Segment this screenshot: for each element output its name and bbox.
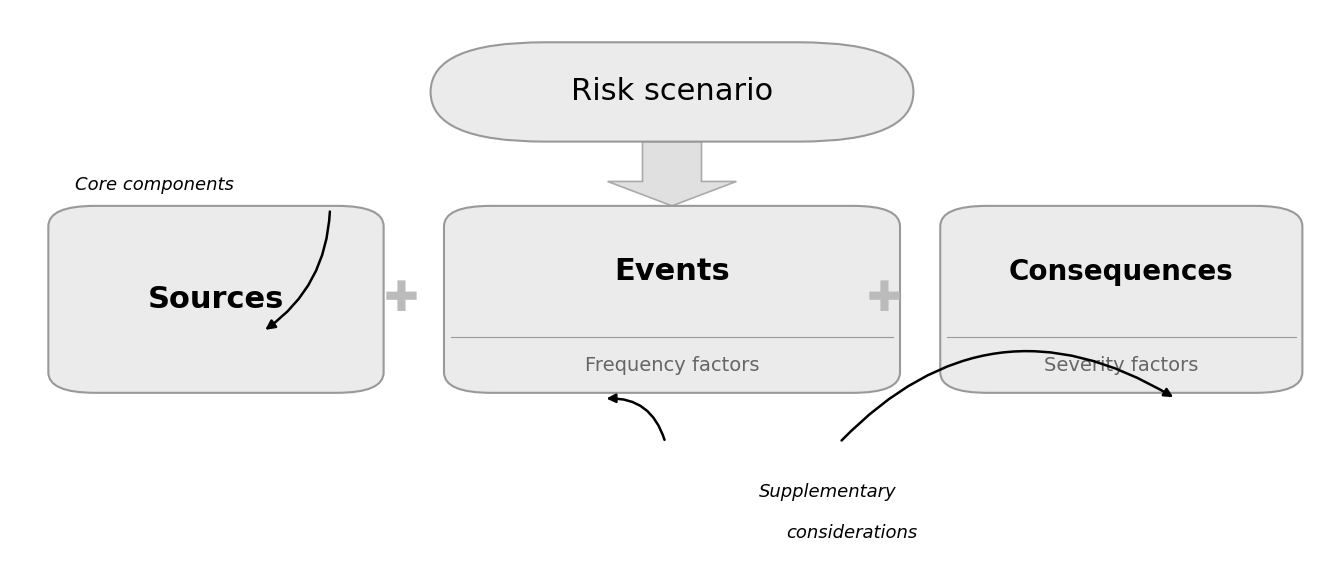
Text: Events: Events [614,257,730,286]
Text: Consequences: Consequences [1009,258,1234,286]
FancyBboxPatch shape [48,206,383,393]
Text: considerations: considerations [786,524,917,542]
Text: Core components: Core components [75,177,234,194]
Text: Sources: Sources [148,285,284,314]
FancyBboxPatch shape [941,206,1302,393]
Text: Supplementary: Supplementary [759,483,896,501]
Text: Risk scenario: Risk scenario [571,77,773,106]
FancyBboxPatch shape [444,206,900,393]
Polygon shape [607,141,737,206]
FancyBboxPatch shape [430,42,914,141]
Text: ✚: ✚ [383,278,418,321]
Text: ✚: ✚ [867,278,902,321]
Text: Frequency factors: Frequency factors [585,356,759,375]
Text: Severity factors: Severity factors [1044,356,1199,375]
